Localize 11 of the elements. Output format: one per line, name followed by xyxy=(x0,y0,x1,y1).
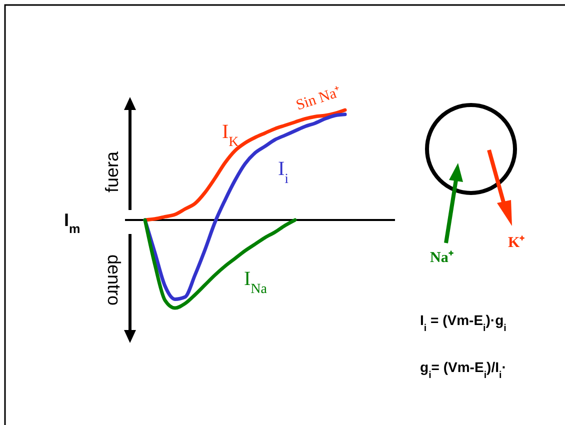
text: K⁺ xyxy=(508,235,525,251)
y-axis-title: I$_{m}$ xyxy=(64,210,80,236)
text: dentro xyxy=(104,254,124,306)
series-label: I$_{K}$ xyxy=(222,121,239,150)
text: Na⁺ xyxy=(430,250,454,266)
annotation: Sin Na⁺ xyxy=(294,84,344,114)
text: fuera xyxy=(102,150,122,193)
text: I$_{i}$ = (Vm-E$_{i}$)·g$_{i}$ xyxy=(420,312,507,334)
series-label: I$_{Na}$ xyxy=(244,268,268,296)
text: g$_{i}$= (Vm-E$_{i}$)/I$_{i}$· xyxy=(420,359,506,380)
series-label: I$_{i}$ xyxy=(278,158,289,186)
